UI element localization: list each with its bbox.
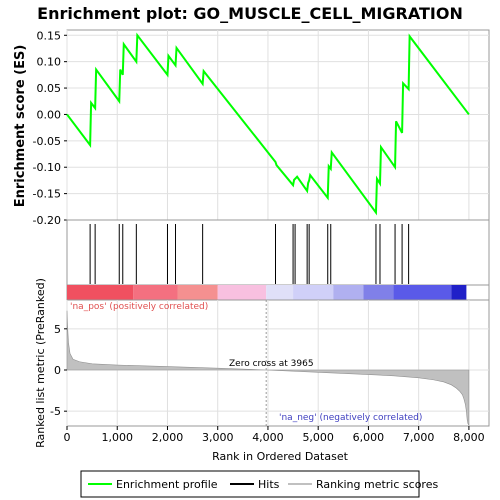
metric-y-tick-label: 0 [54, 364, 61, 377]
zero-cross-label: Zero cross at 3965 [229, 359, 314, 369]
neg-label: 'na_neg' (negatively correlated) [279, 413, 422, 423]
color-bar-segment [393, 285, 452, 300]
x-tick-label: 8,000 [453, 431, 485, 444]
color-bar-segment [451, 285, 467, 300]
x-axis-ticks: 0 1,000 2,000 3,000 4,000 5,000 6,000 7,000 8,00… [64, 426, 485, 444]
es-y-ticks: 0.15 0.10 0.05 0.00 -0.05 -0.10 -0.15 -0.20 [33, 29, 67, 227]
es-y-tick-label: 0.00 [37, 108, 62, 121]
metric-y-tick-label: 5 [54, 323, 61, 336]
x-axis-label: Rank in Ordered Dataset [212, 450, 349, 463]
color-bar-segment [333, 285, 364, 300]
es-y-tick-label: -0.15 [33, 188, 61, 201]
color-bar-segment [67, 285, 134, 300]
color-bar-segment [217, 285, 267, 300]
metric-y-tick-label: -5 [50, 405, 61, 418]
legend-metric-label: Ranking metric scores [316, 478, 438, 491]
metric-y-axis-label: Ranked list metric (PreRanked) [34, 278, 47, 448]
x-tick-label: 7,000 [403, 431, 435, 444]
enrichment-profile-line [66, 32, 470, 216]
es-y-tick-label: -0.10 [33, 161, 61, 174]
metric-y-ticks: 5 0 -5 [50, 323, 67, 418]
legend-items: Enrichment profile Hits Ranking metric sco… [88, 478, 438, 491]
chart-title: Enrichment plot: GO_MUSCLE_CELL_MIGRATIO… [37, 4, 463, 23]
rank-color-bar [67, 285, 467, 300]
x-tick-label: 1,000 [101, 431, 133, 444]
es-y-tick-label: 0.05 [37, 82, 62, 95]
hits-panel-frame [66, 219, 490, 286]
es-y-tick-label: 0.10 [37, 56, 62, 69]
color-bar-segment [133, 285, 178, 300]
x-tick-label: 3,000 [202, 431, 234, 444]
x-tick-label: 6,000 [353, 431, 385, 444]
pos-label: 'na_pos' (positively correlated) [70, 302, 208, 312]
es-y-tick-label: 0.15 [37, 29, 62, 42]
legend-profile-label: Enrichment profile [116, 478, 218, 491]
ranking-metric-area [66, 310, 470, 427]
es-y-tick-label: -0.05 [33, 135, 61, 148]
color-bar-segment [266, 285, 294, 300]
color-bar-segment [363, 285, 394, 300]
color-bar-segment [293, 285, 334, 300]
x-tick-label: 4,000 [252, 431, 284, 444]
color-bar-segment [177, 285, 218, 300]
x-tick-label: 0 [64, 431, 71, 444]
legend-hits-label: Hits [258, 478, 280, 491]
es-y-tick-label: -0.20 [33, 214, 61, 227]
hits-marks [89, 224, 410, 284]
x-tick-label: 5,000 [302, 431, 334, 444]
x-tick-label: 2,000 [152, 431, 184, 444]
es-y-axis-label: Enrichment score (ES) [13, 45, 28, 208]
